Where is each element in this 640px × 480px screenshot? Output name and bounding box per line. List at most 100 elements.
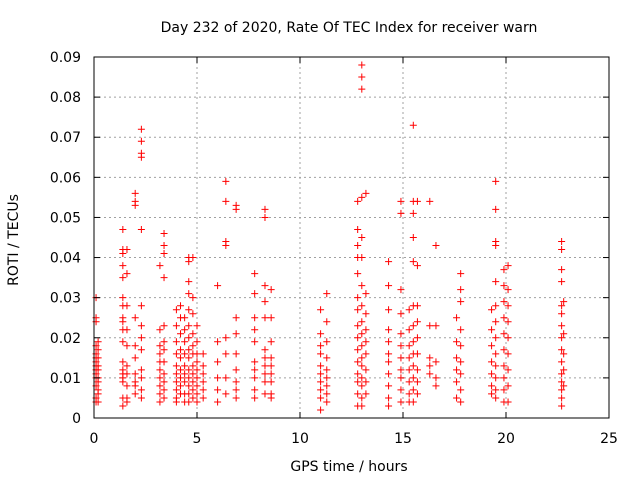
data-point — [492, 242, 500, 250]
data-point — [181, 370, 189, 378]
data-point — [232, 378, 240, 386]
data-point — [199, 370, 207, 378]
data-point — [560, 366, 568, 374]
data-point — [172, 370, 180, 378]
data-point — [199, 350, 207, 358]
data-point — [94, 338, 102, 346]
data-point — [362, 310, 370, 318]
data-point — [409, 338, 417, 346]
data-point — [453, 394, 461, 402]
data-point — [261, 362, 269, 370]
data-point — [160, 229, 168, 237]
data-point — [488, 326, 496, 334]
data-point — [261, 378, 269, 386]
data-point — [397, 398, 405, 406]
data-point — [504, 366, 512, 374]
data-point — [317, 378, 325, 386]
data-point — [354, 242, 362, 250]
data-point — [317, 342, 325, 350]
data-point — [500, 330, 508, 338]
data-point — [500, 374, 508, 382]
data-point — [323, 390, 331, 398]
data-point — [123, 270, 131, 278]
data-point — [267, 338, 275, 346]
data-point — [261, 370, 269, 378]
data-point — [457, 398, 465, 406]
data-point — [354, 370, 362, 378]
data-point — [181, 350, 189, 358]
data-point — [354, 378, 362, 386]
data-point — [199, 362, 207, 370]
data-point — [232, 314, 240, 322]
data-point — [362, 378, 370, 386]
data-point — [181, 326, 189, 334]
data-point — [405, 326, 413, 334]
data-point — [189, 378, 197, 386]
data-point — [323, 318, 331, 326]
data-point — [488, 390, 496, 398]
data-point — [362, 290, 370, 298]
data-point — [222, 197, 230, 205]
data-point — [261, 354, 269, 362]
data-point — [358, 330, 366, 338]
data-point — [214, 282, 222, 290]
data-point — [432, 382, 440, 390]
data-point — [177, 366, 185, 374]
data-point — [323, 398, 331, 406]
data-point — [185, 346, 193, 354]
data-point — [558, 370, 566, 378]
data-point — [413, 334, 421, 342]
data-point — [385, 258, 393, 266]
data-point — [267, 378, 275, 386]
data-point — [323, 354, 331, 362]
data-point — [160, 394, 168, 402]
data-point — [156, 262, 164, 270]
data-point — [131, 342, 139, 350]
data-point — [405, 378, 413, 386]
data-point — [500, 282, 508, 290]
axis-ticks — [93, 56, 610, 419]
data-point — [261, 205, 269, 213]
data-point — [457, 358, 465, 366]
data-point — [492, 374, 500, 382]
data-point — [405, 366, 413, 374]
data-point — [492, 205, 500, 213]
data-point — [405, 390, 413, 398]
data-point — [94, 346, 102, 354]
data-point — [504, 398, 512, 406]
data-point — [199, 386, 207, 394]
data-point — [94, 398, 102, 406]
data-point — [189, 254, 197, 262]
data-point — [354, 358, 362, 366]
data-point — [251, 314, 259, 322]
data-point — [185, 322, 193, 330]
data-point — [261, 298, 269, 306]
data-point — [362, 326, 370, 334]
data-point — [137, 374, 145, 382]
data-point — [131, 314, 139, 322]
data-point — [426, 197, 434, 205]
data-point — [251, 394, 259, 402]
plot-frame — [93, 56, 610, 419]
data-point — [185, 398, 193, 406]
data-point — [558, 386, 566, 394]
data-point — [222, 177, 230, 185]
data-point — [119, 318, 127, 326]
data-point — [193, 382, 201, 390]
data-point — [94, 366, 102, 374]
data-point — [358, 85, 366, 93]
data-point — [189, 294, 197, 302]
data-point — [397, 374, 405, 382]
data-point — [189, 330, 197, 338]
data-point — [558, 310, 566, 318]
data-point — [358, 193, 366, 201]
data-point — [185, 334, 193, 342]
data-point — [405, 354, 413, 362]
y-tick-label: 0.04 — [50, 251, 81, 267]
y-tick-label: 0 — [72, 411, 81, 427]
data-point — [560, 350, 568, 358]
data-point — [156, 374, 164, 382]
data-point — [558, 266, 566, 274]
data-point — [358, 394, 366, 402]
data-point — [323, 382, 331, 390]
